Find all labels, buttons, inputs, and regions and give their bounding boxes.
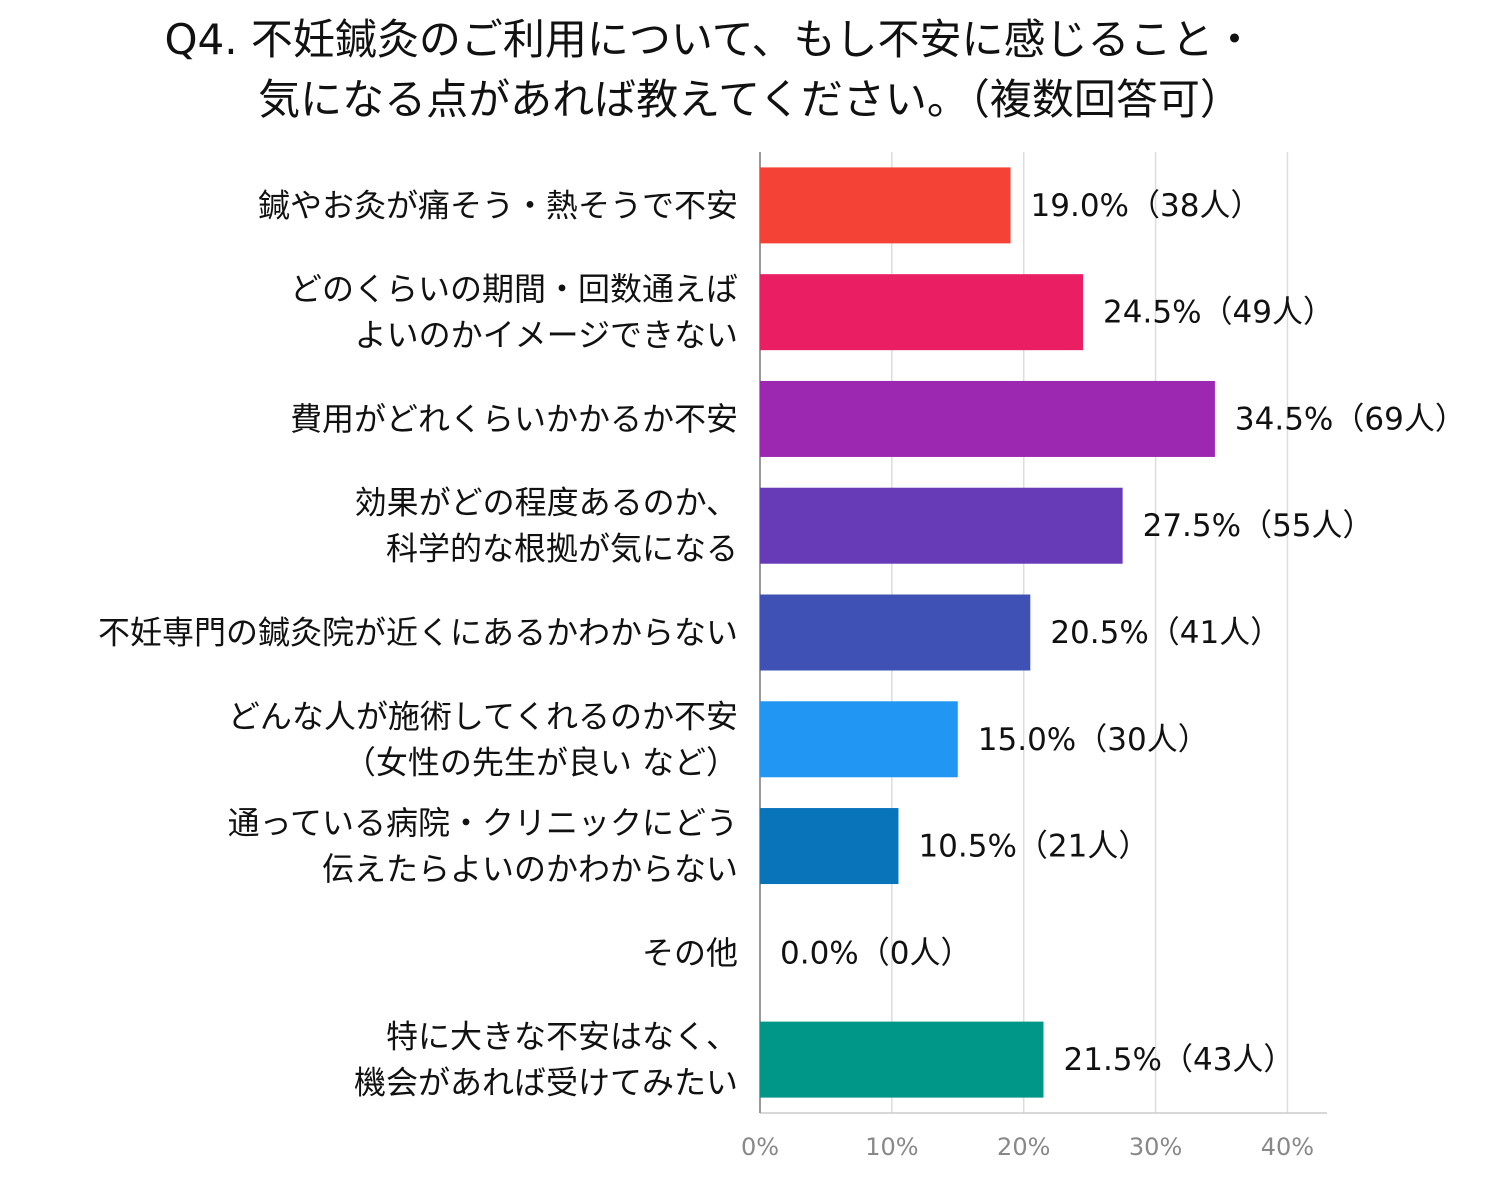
y-tick-label: その他 (642, 934, 738, 972)
y-tick-label: 費用がどれくらいかかるか不安 (290, 400, 738, 438)
bar (760, 808, 899, 885)
value-label: 0.0%（0人） (780, 935, 971, 971)
value-label: 20.5%（41人） (1050, 615, 1281, 651)
y-tick-label: どのくらいの期間・回数通えばよいのかイメージできない (290, 270, 738, 354)
value-label: 34.5%（69人） (1235, 401, 1466, 437)
x-tick-label: 10% (865, 1133, 918, 1161)
value-label: 24.5%（49人） (1103, 295, 1334, 331)
y-tick-label: 効果がどの程度あるのか、科学的な根拠が気になる (355, 484, 738, 568)
bar (760, 1021, 1044, 1098)
x-tick-label: 0% (741, 1133, 779, 1161)
y-tick-label: 特に大きな不安はなく、機会があれば受けてみたい (354, 1018, 738, 1102)
value-label: 15.0%（30人） (978, 722, 1209, 758)
x-tick-label: 40% (1261, 1133, 1314, 1161)
bar (760, 274, 1084, 351)
x-tick-label: 30% (1129, 1133, 1182, 1161)
x-tick-label: 20% (997, 1133, 1050, 1161)
value-label: 21.5%（43人） (1064, 1042, 1295, 1078)
value-label: 10.5%（21人） (918, 829, 1149, 865)
y-tick-label: どんな人が施術してくれるのか不安（女性の先生が良い など） (228, 697, 738, 781)
chart-title: Q4. 不妊鍼灸のご利用について、もし不安に感じること・気になる点があれば教えて… (164, 15, 1255, 124)
y-tick-label: 鍼やお灸が痛そう・熱そうで不安 (258, 186, 738, 224)
value-label: 27.5%（55人） (1143, 508, 1374, 544)
y-tick-label: 通っている病院・クリニックにどう伝えたらよいのかわからない (228, 804, 738, 888)
bar (760, 701, 958, 778)
y-tick-label: 不妊専門の鍼灸院が近くにあるかわからない (98, 614, 738, 652)
value-label: 19.0%（38人） (1031, 188, 1262, 224)
bar (760, 380, 1215, 457)
bar (760, 487, 1123, 564)
bar (760, 594, 1031, 671)
bar (760, 167, 1011, 244)
